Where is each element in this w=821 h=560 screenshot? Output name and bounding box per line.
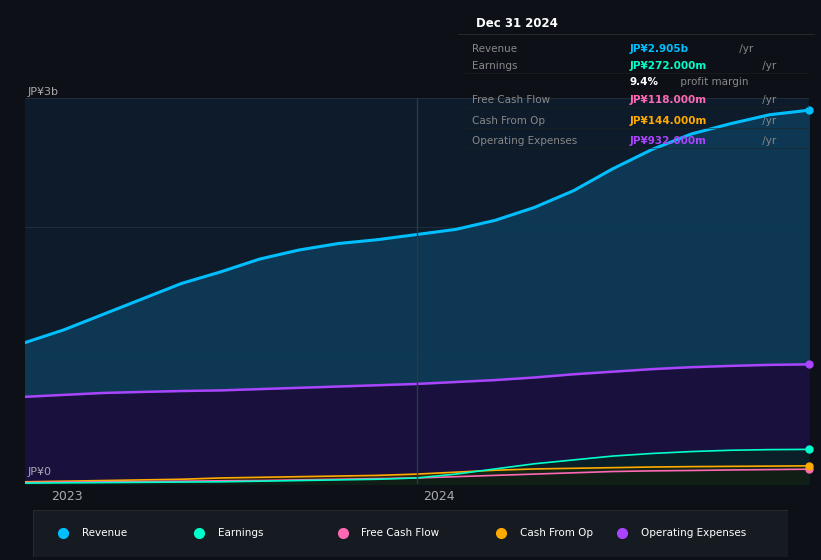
Text: 2024: 2024 [423, 489, 455, 502]
Text: JP¥2.905b: JP¥2.905b [630, 44, 689, 54]
Text: Earnings: Earnings [472, 61, 518, 71]
Text: JP¥144.000m: JP¥144.000m [630, 115, 707, 125]
Text: 9.4%: 9.4% [630, 77, 658, 87]
Text: Operating Expenses: Operating Expenses [472, 136, 578, 146]
Text: Cash From Op: Cash From Op [520, 529, 593, 538]
Text: JP¥0: JP¥0 [27, 467, 51, 477]
Text: Dec 31 2024: Dec 31 2024 [476, 17, 557, 30]
Text: JP¥272.000m: JP¥272.000m [630, 61, 707, 71]
Text: Revenue: Revenue [82, 529, 127, 538]
Text: Revenue: Revenue [472, 44, 517, 54]
FancyBboxPatch shape [33, 510, 788, 557]
Text: /yr: /yr [759, 115, 777, 125]
Text: /yr: /yr [759, 61, 777, 71]
Text: Free Cash Flow: Free Cash Flow [472, 95, 551, 105]
Text: JP¥3b: JP¥3b [27, 87, 58, 97]
Text: JP¥118.000m: JP¥118.000m [630, 95, 707, 105]
Text: JP¥932.000m: JP¥932.000m [630, 136, 707, 146]
Text: Free Cash Flow: Free Cash Flow [361, 529, 439, 538]
Text: Earnings: Earnings [218, 529, 264, 538]
Text: /yr: /yr [759, 136, 777, 146]
Text: 2023: 2023 [51, 489, 83, 502]
Text: Cash From Op: Cash From Op [472, 115, 545, 125]
Text: /yr: /yr [736, 44, 753, 54]
Text: Operating Expenses: Operating Expenses [641, 529, 746, 538]
Text: /yr: /yr [759, 95, 777, 105]
Text: profit margin: profit margin [677, 77, 748, 87]
